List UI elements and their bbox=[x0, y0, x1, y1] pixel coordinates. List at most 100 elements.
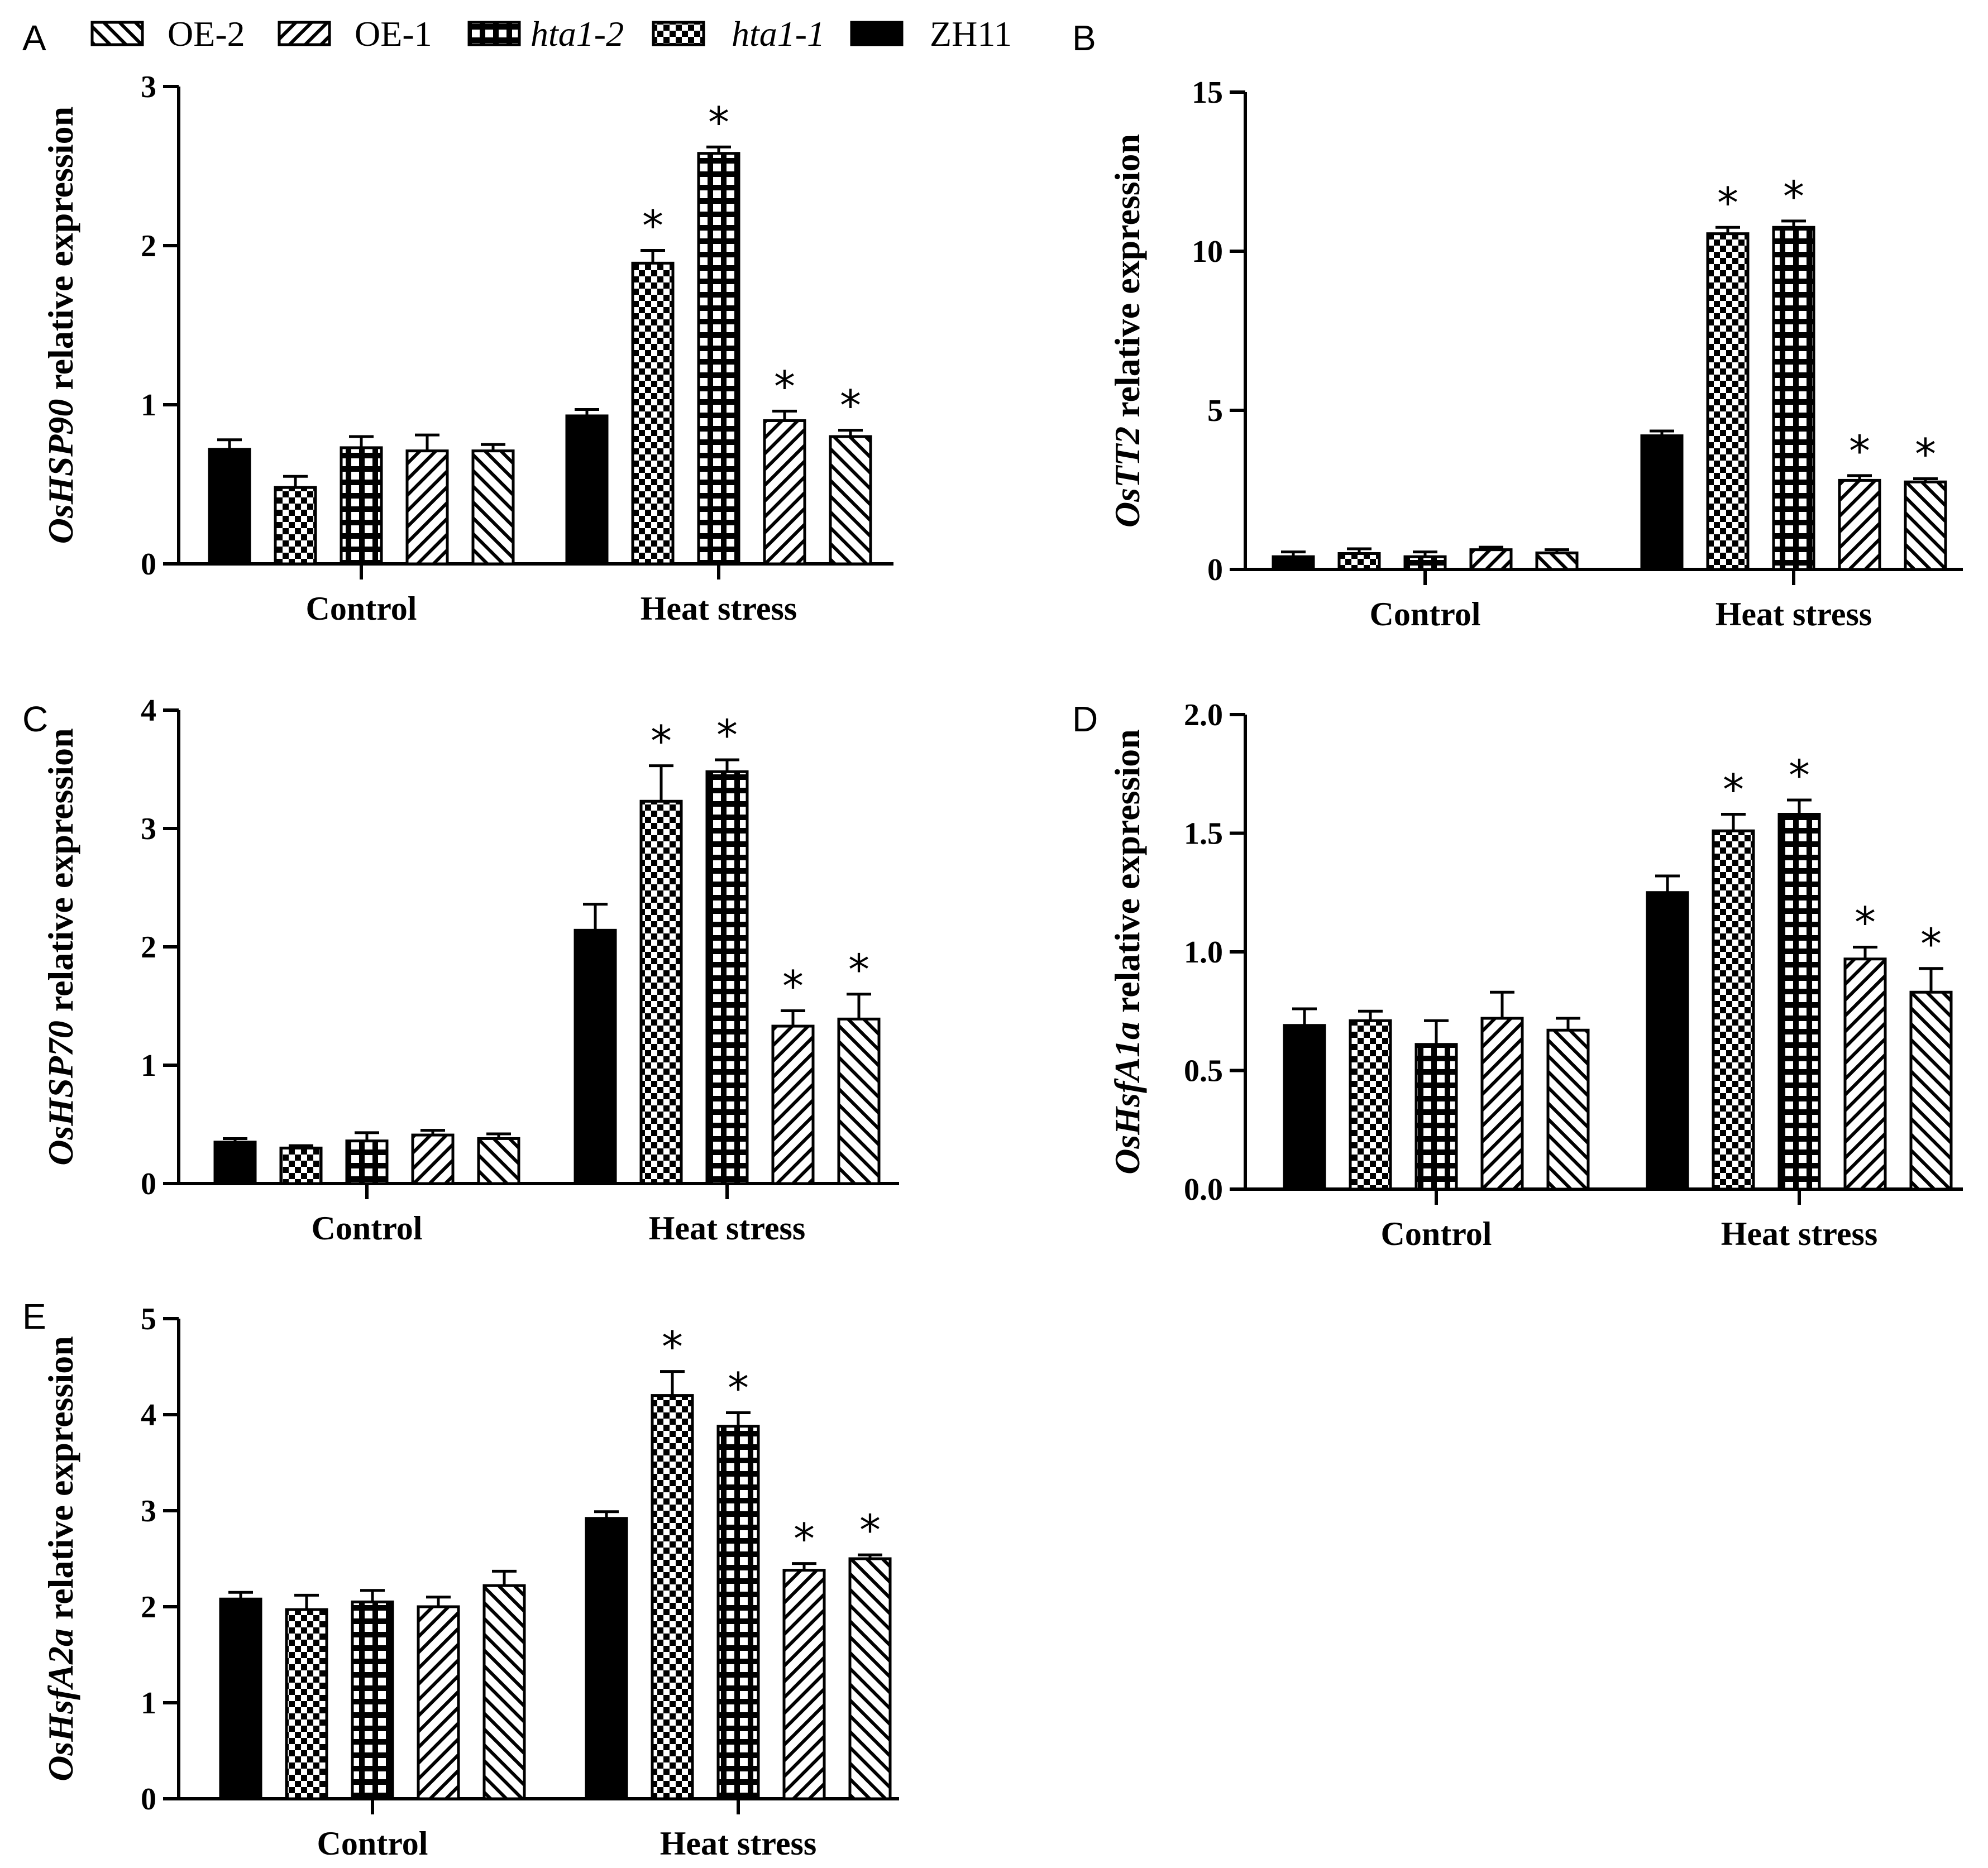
x-group-label: Heat stress bbox=[641, 590, 797, 627]
bar-zh11 bbox=[213, 1141, 257, 1185]
bar-oe-2 bbox=[471, 449, 515, 566]
bar-oe-2 bbox=[1535, 551, 1579, 571]
bar-oe-2 bbox=[482, 1584, 526, 1800]
y-tick-label: 1 bbox=[141, 388, 156, 423]
bar-oe-1 bbox=[1843, 957, 1887, 1191]
y-axis-gene-name: OsHsfA1a bbox=[1107, 1022, 1147, 1175]
panel-d-chart: D 0.0 0.5 1.0 1.5 2.0 OsHsfA1a relative expres… bbox=[1072, 698, 1963, 1252]
y-tick-label: 0 bbox=[141, 1167, 156, 1201]
panel-letter: B bbox=[1072, 18, 1096, 58]
significance-star: * bbox=[728, 1363, 749, 1413]
bar-oe-2 bbox=[1909, 990, 1953, 1191]
y-tick-label: 1 bbox=[141, 1048, 156, 1083]
y-tick-label: 0 bbox=[1207, 553, 1223, 587]
y-axis-title: OsTT2 relative expression bbox=[1107, 134, 1147, 528]
y-tick-label: 2.0 bbox=[1184, 698, 1223, 732]
panel-c-chart: C 0 1 2 3 4 OsHSP70 relative expression Control… bbox=[22, 693, 899, 1247]
legend-label: OE-1 bbox=[355, 14, 432, 54]
y-tick-label: 15 bbox=[1192, 75, 1223, 110]
bar-oe-1 bbox=[782, 1569, 826, 1800]
x-group-label: Heat stress bbox=[1715, 596, 1872, 633]
bar-hta1-2 bbox=[697, 152, 740, 566]
bar-oe-2 bbox=[477, 1137, 520, 1185]
significance-star: * bbox=[662, 1322, 683, 1372]
y-tick-label: 2 bbox=[141, 229, 156, 264]
y-tick-label: 1.0 bbox=[1184, 935, 1223, 970]
y-axis-gene-name: OsHSP90 bbox=[41, 399, 80, 544]
y-axis-title: OsHsfA2a relative expression bbox=[41, 1336, 80, 1781]
y-axis-gene-name: OsHsfA2a bbox=[41, 1628, 80, 1781]
y-tick-label: 3 bbox=[141, 70, 156, 104]
bar-oe-2 bbox=[1546, 1028, 1590, 1191]
bar-hta1-1 bbox=[285, 1608, 328, 1800]
significance-star: * bbox=[774, 361, 795, 411]
bar-hta1-2 bbox=[351, 1600, 394, 1800]
x-group-label: Heat stress bbox=[1721, 1215, 1878, 1252]
bar-oe-1 bbox=[417, 1605, 460, 1800]
bar-zh11 bbox=[1283, 1024, 1326, 1191]
y-tick-label: 4 bbox=[141, 1398, 156, 1433]
panel-a-chart: A 0 1 2 3 OsHSP90 relative expression Control *… bbox=[22, 18, 893, 627]
bar-oe-1 bbox=[1469, 548, 1513, 571]
panel-letter: A bbox=[22, 18, 46, 58]
legend-swatch-oe-2 bbox=[90, 21, 144, 46]
bar-hta1-2 bbox=[345, 1139, 389, 1185]
bar-hta1-2 bbox=[340, 446, 383, 566]
legend: OE-2 OE-1 hta1-2 hta1-1 ZH11 bbox=[90, 14, 1012, 54]
legend-swatch-hta1-1 bbox=[652, 21, 705, 46]
bar-oe-1 bbox=[763, 419, 806, 566]
bar-oe-2 bbox=[848, 1557, 892, 1800]
y-axis-gene-name: OsHSP70 bbox=[41, 1021, 80, 1166]
bar-hta1-2 bbox=[1777, 813, 1821, 1191]
y-tick-label: 1.5 bbox=[1184, 817, 1223, 851]
y-axis-title-rest: relative expression bbox=[1107, 729, 1147, 1022]
y-axis-title-rest: relative expression bbox=[41, 728, 80, 1021]
bar-oe-1 bbox=[411, 1133, 455, 1185]
bar-zh11 bbox=[208, 448, 251, 566]
bar-hta1-1 bbox=[1712, 829, 1755, 1191]
y-tick-label: 0.0 bbox=[1184, 1172, 1223, 1207]
bar-zh11 bbox=[585, 1517, 628, 1800]
bar-oe-2 bbox=[837, 1017, 881, 1185]
bar-zh11 bbox=[1272, 555, 1315, 571]
significance-star: * bbox=[1783, 171, 1804, 221]
bar-hta1-2 bbox=[1403, 555, 1447, 571]
significance-star: * bbox=[708, 97, 729, 147]
panel-letter: C bbox=[22, 699, 48, 739]
bar-oe-1 bbox=[405, 449, 449, 566]
significance-star: * bbox=[642, 201, 663, 251]
bar-hta1-2 bbox=[716, 1425, 760, 1800]
significance-star: * bbox=[782, 961, 804, 1010]
panel-e-chart: E 0 1 2 3 4 5 OsHsfA2a relative expression Contr… bbox=[22, 1296, 899, 1862]
significance-star: * bbox=[840, 381, 861, 430]
bar-hta1-1 bbox=[631, 261, 675, 566]
x-group-label: Heat stress bbox=[649, 1210, 806, 1247]
y-axis-title: OsHsfA1a relative expression bbox=[1107, 729, 1147, 1175]
y-tick-label: 0 bbox=[141, 1782, 156, 1817]
x-group-label: Control bbox=[1370, 596, 1481, 633]
y-tick-label: 5 bbox=[141, 1302, 156, 1337]
y-tick-label: 2 bbox=[141, 1590, 156, 1625]
y-tick-label: 3 bbox=[141, 1494, 156, 1529]
significance-star: * bbox=[1849, 426, 1870, 476]
y-tick-label: 1 bbox=[141, 1686, 156, 1721]
legend-label: hta1-1 bbox=[732, 14, 825, 54]
bar-oe-2 bbox=[829, 435, 872, 566]
y-tick-label: 5 bbox=[1207, 394, 1223, 428]
legend-label: OE-2 bbox=[168, 14, 245, 54]
bar-hta1-2 bbox=[1772, 226, 1815, 571]
legend-label: ZH11 bbox=[930, 14, 1012, 54]
bar-oe-1 bbox=[1838, 478, 1881, 571]
x-group-label: Heat stress bbox=[660, 1825, 817, 1862]
y-tick-label: 10 bbox=[1192, 234, 1223, 269]
bar-hta1-1 bbox=[639, 799, 683, 1185]
y-tick-label: 3 bbox=[141, 812, 156, 846]
legend-swatch-oe-1 bbox=[278, 21, 331, 46]
panel-b-chart: B 0 5 10 15 OsTT2 relative expression Control *… bbox=[1072, 18, 1963, 633]
panel-letter: D bbox=[1072, 699, 1098, 739]
bar-oe-2 bbox=[1904, 480, 1947, 571]
y-tick-label: 0.5 bbox=[1184, 1054, 1223, 1089]
y-axis-title-rest: relative expression bbox=[41, 1336, 80, 1628]
bar-hta1-1 bbox=[1337, 552, 1381, 571]
